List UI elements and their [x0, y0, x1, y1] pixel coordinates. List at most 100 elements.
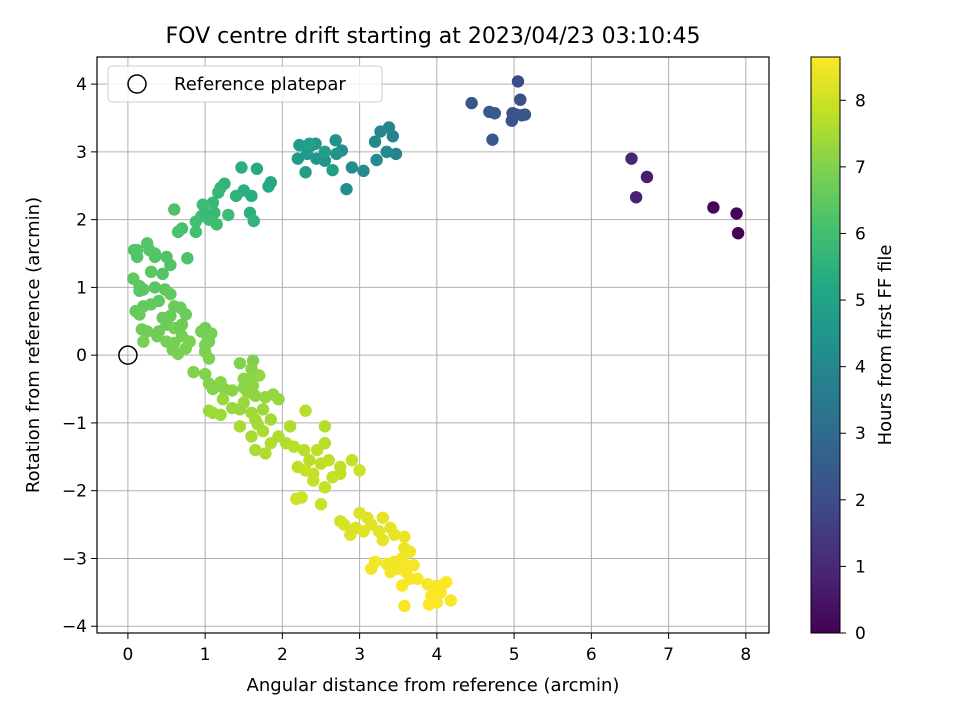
legend: Reference platepar: [107, 65, 383, 103]
data-point: [164, 287, 177, 301]
data-point: [160, 250, 173, 264]
data-point: [299, 404, 312, 417]
data-point: [246, 379, 260, 392]
data-point: [488, 107, 501, 120]
data-point: [187, 365, 200, 379]
x-tick-label: 8: [740, 645, 751, 665]
data-point: [225, 401, 239, 415]
data-point: [287, 440, 301, 453]
data-point: [376, 511, 389, 524]
data-point: [318, 145, 332, 159]
data-point: [283, 420, 297, 433]
y-tick-label: −3: [62, 549, 87, 569]
data-point: [326, 163, 339, 177]
data-point: [189, 215, 203, 228]
data-point: [510, 108, 523, 121]
colorbar-tick-label: 1: [855, 557, 866, 577]
data-point: [168, 203, 181, 216]
data-point: [171, 225, 185, 239]
data-point: [514, 93, 527, 106]
data-point: [388, 528, 401, 541]
colorbar-tick-label: 8: [855, 91, 866, 111]
colorbar-tick-label: 3: [855, 424, 866, 444]
data-point: [465, 96, 478, 110]
data-point: [133, 284, 146, 297]
data-point: [398, 530, 411, 543]
data-point: [303, 454, 316, 467]
data-point: [334, 467, 347, 480]
data-point: [127, 272, 140, 285]
data-point: [374, 125, 387, 138]
data-point: [212, 186, 225, 199]
data-point: [233, 357, 247, 370]
data-point: [181, 252, 194, 265]
colorbar-tick-label: 6: [855, 224, 866, 244]
y-axis-label: Rotation from reference (arcmin): [23, 197, 44, 493]
y-tick-label: −1: [62, 414, 87, 434]
data-point: [198, 206, 212, 220]
data-point: [307, 474, 320, 487]
data-point: [640, 170, 654, 184]
data-point: [318, 481, 332, 494]
data-point: [357, 525, 370, 538]
data-point: [245, 362, 258, 375]
y-tick-label: 2: [76, 211, 87, 231]
data-point: [318, 437, 332, 450]
data-point: [202, 352, 216, 365]
data-point: [337, 518, 351, 531]
data-point: [297, 443, 311, 457]
colorbar-ticks: 0 1 2 3 4 5 6 7 8: [840, 91, 866, 644]
legend-box: [107, 65, 383, 103]
data-point: [233, 420, 247, 433]
y-tick-label: −2: [62, 482, 87, 502]
y-tick-label: 0: [76, 346, 87, 366]
data-point: [259, 447, 272, 460]
data-point: [222, 208, 235, 222]
data-point: [135, 323, 148, 336]
data-point: [439, 575, 453, 589]
data-point: [291, 152, 305, 165]
data-point: [318, 420, 332, 433]
data-point: [518, 108, 532, 121]
colorbar-tick-label: 0: [855, 624, 866, 644]
data-point: [303, 137, 316, 150]
data-point: [395, 579, 409, 592]
data-point: [300, 147, 314, 161]
colorbar-gradient: [810, 56, 841, 634]
colorbar-tick-label: 5: [855, 291, 866, 311]
colorbar-tick-label: 4: [855, 358, 866, 378]
data-point: [235, 161, 248, 174]
data-point: [345, 161, 359, 174]
data-point: [183, 335, 196, 348]
data-point: [392, 555, 405, 569]
data-point: [299, 464, 312, 477]
grid-lines: [97, 57, 769, 633]
data-points: [127, 75, 745, 613]
data-point: [156, 267, 169, 281]
data-point: [189, 225, 203, 239]
data-point: [370, 153, 383, 167]
data-point: [272, 393, 285, 406]
data-point: [250, 162, 264, 176]
data-point: [625, 152, 638, 165]
y-tick-label: 1: [76, 278, 87, 298]
x-axis-ticks: 0 1 2 3 4 5 6 7 8: [122, 633, 751, 665]
data-point: [511, 75, 525, 88]
data-point: [216, 393, 230, 406]
data-point: [206, 406, 220, 419]
data-point: [148, 247, 162, 260]
data-point: [345, 454, 359, 467]
data-point: [179, 308, 193, 321]
data-point: [290, 492, 303, 506]
y-tick-label: −4: [62, 617, 87, 637]
data-point: [299, 166, 312, 179]
data-point: [322, 454, 335, 467]
data-point: [368, 135, 382, 148]
data-point: [237, 396, 250, 409]
data-point: [353, 464, 366, 477]
data-point: [262, 180, 275, 193]
x-tick-label: 7: [663, 645, 674, 665]
data-point: [486, 133, 499, 146]
data-point: [330, 147, 343, 161]
